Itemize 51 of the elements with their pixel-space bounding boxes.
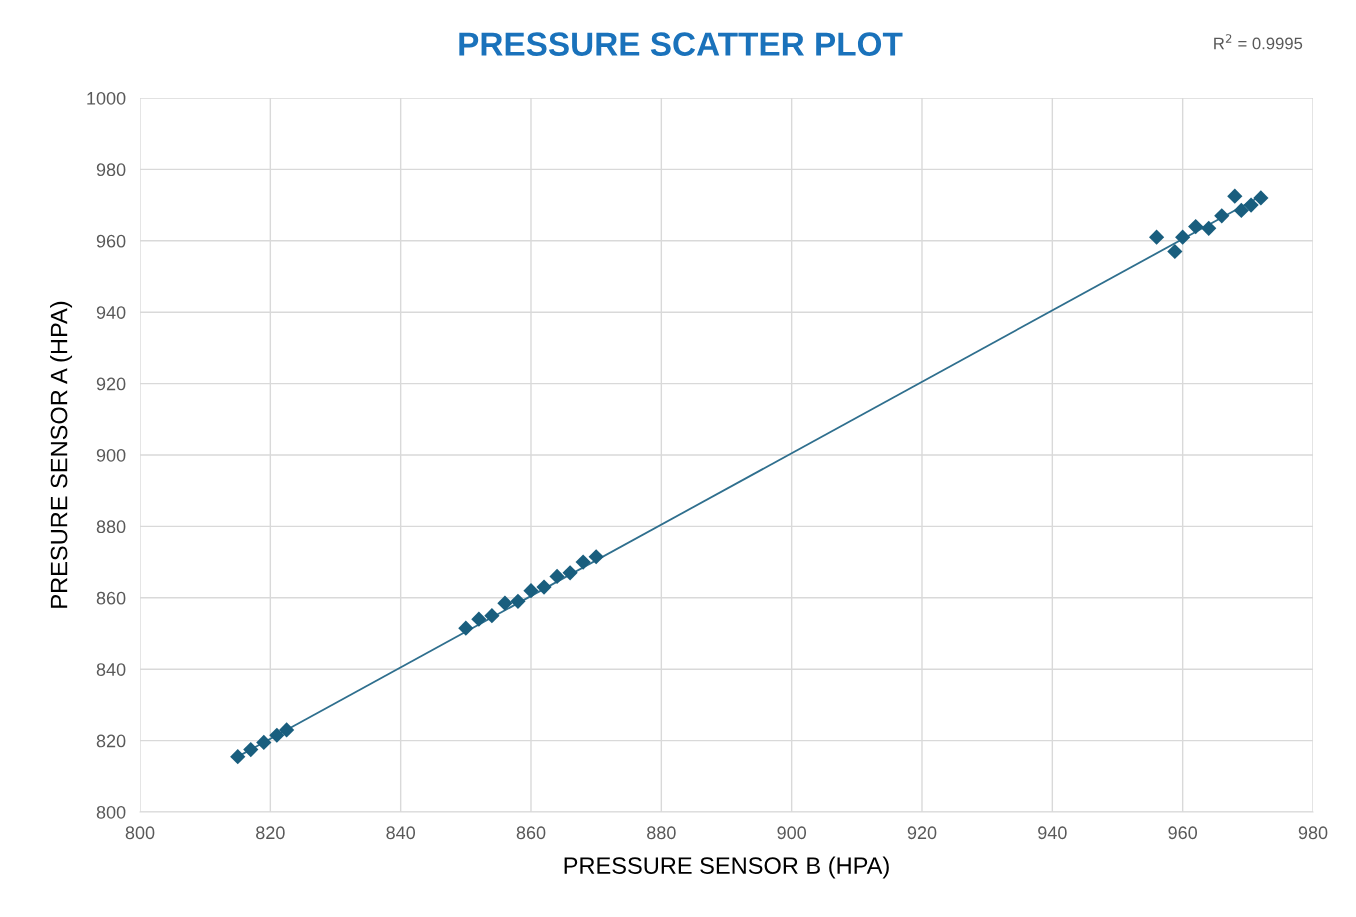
y-tick-label: 840 [96, 663, 126, 676]
point [549, 568, 565, 584]
text: R$^{2}$ = 0.9995 [1214, 34, 1303, 50]
x-tick-label: 880 [647, 826, 676, 840]
point [269, 727, 285, 743]
x-tick-label: 980 [1298, 826, 1328, 840]
x-axis-title: PRESSURE SENSOR B (HPA) [564, 856, 889, 879]
point [484, 608, 500, 624]
x-tick-label: 840 [386, 826, 416, 840]
point [510, 593, 526, 609]
y-tick-label: 820 [96, 734, 126, 748]
y-tick-label: 1000 [87, 91, 126, 105]
x-tick-label: 960 [1168, 826, 1198, 840]
point [1167, 243, 1183, 260]
point [1188, 218, 1204, 235]
x-tick-label: 940 [1038, 826, 1067, 840]
y-tick-label: 940 [96, 306, 126, 319]
point [1148, 229, 1165, 245]
x-tick-label: 920 [907, 826, 937, 840]
y-tick-label: 900 [96, 448, 126, 462]
chart-title: PRESSURE SCATTER PLOT [459, 32, 903, 56]
y-tick-label: 860 [96, 591, 126, 605]
point [256, 734, 272, 750]
y-tick-label: 980 [96, 163, 126, 177]
point [1243, 197, 1259, 213]
point [1253, 190, 1269, 206]
x-tick-label: 820 [256, 826, 285, 840]
point [536, 579, 552, 595]
y-tick-label: 920 [96, 377, 126, 391]
point [1214, 208, 1230, 224]
point [1201, 220, 1217, 236]
point [588, 549, 604, 565]
point [471, 611, 487, 627]
point [575, 554, 591, 570]
point [497, 595, 513, 611]
point [279, 722, 295, 738]
x-tick-label: 800 [125, 826, 155, 840]
point [243, 741, 259, 758]
y-tick-label: 800 [96, 805, 126, 819]
y-tick-label: 880 [96, 520, 126, 534]
y-axis-title: PRESURE SENSOR A (HPA) [50, 301, 73, 608]
point [1227, 188, 1243, 204]
point [1233, 202, 1249, 219]
point [230, 749, 246, 765]
point [523, 583, 539, 599]
y-tick-label: 960 [96, 234, 126, 248]
point [562, 565, 578, 581]
x-tick-label: 860 [516, 826, 546, 840]
point [458, 620, 474, 636]
x-tick-label: 900 [777, 826, 807, 840]
point [1175, 229, 1191, 245]
